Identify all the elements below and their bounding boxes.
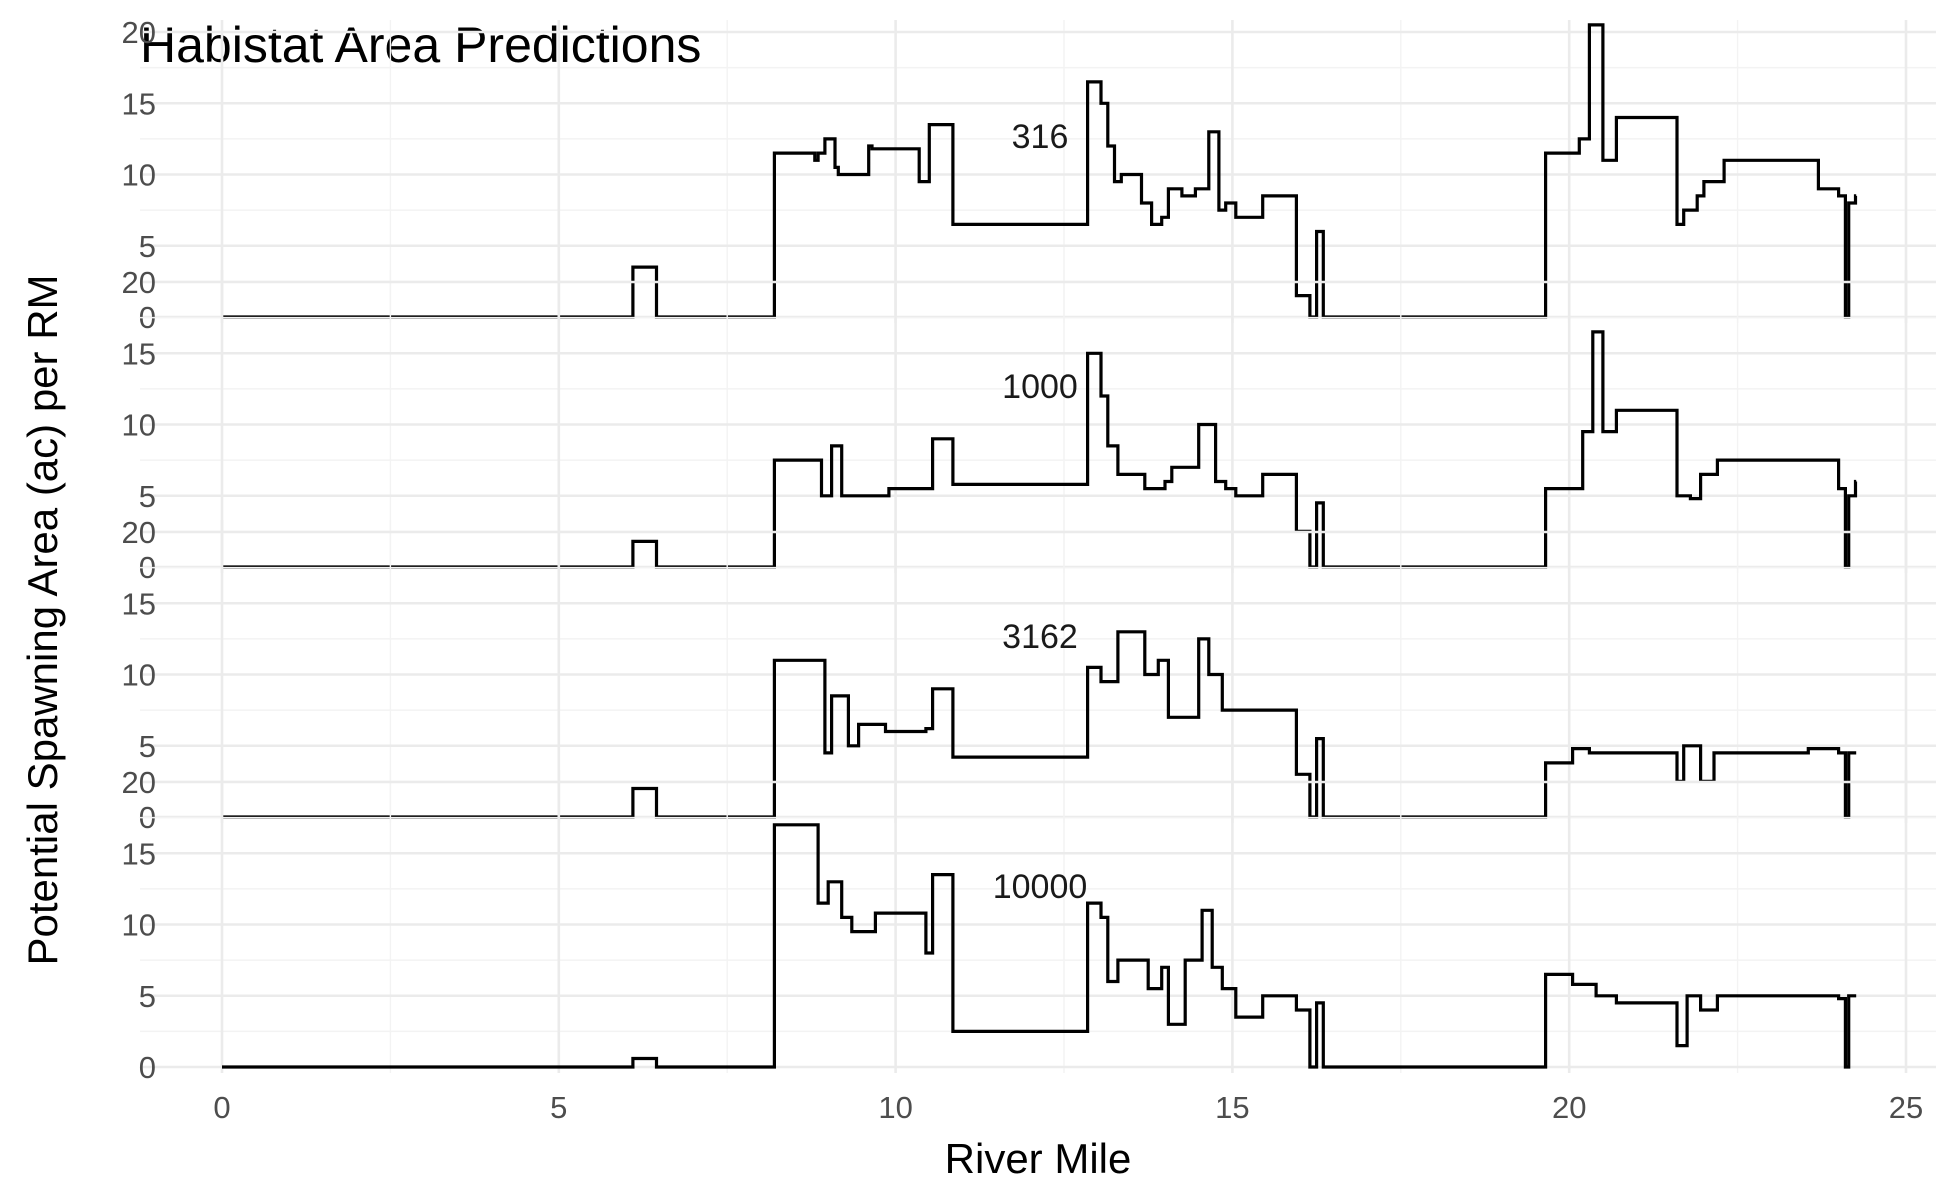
y-tick-label: 15 — [122, 336, 156, 371]
x-axis-title: River Mile — [945, 1135, 1132, 1182]
series-line-10000 — [222, 823, 1857, 1069]
y-tick-label: 10 — [122, 408, 156, 443]
series-line-3162 — [222, 630, 1857, 819]
y-tick-label: 0 — [139, 1050, 156, 1085]
panel-label: 1000 — [1002, 368, 1078, 406]
x-tick-label: 15 — [1215, 1090, 1249, 1125]
x-tick-label: 20 — [1552, 1090, 1586, 1125]
y-tick-label: 5 — [139, 979, 156, 1014]
y-tick-label: 15 — [122, 586, 156, 621]
x-tick-label: 10 — [878, 1090, 912, 1125]
y-tick-label: 20 — [122, 515, 156, 550]
facet-panels: 0510152031605101520100005101520316205101… — [122, 15, 1936, 1085]
y-tick-label: 5 — [139, 229, 156, 264]
x-axis: 0 5 10 15 20 25 — [213, 1090, 1923, 1125]
y-tick-label: 20 — [122, 765, 156, 800]
panel-10000: 0 5 10 15 20 10000 — [122, 765, 1936, 1085]
panel-label: 316 — [1012, 118, 1069, 156]
y-tick-label: 15 — [122, 86, 156, 121]
x-tick-label: 25 — [1889, 1090, 1923, 1125]
series-line-316 — [222, 23, 1858, 319]
y-tick-label: 10 — [122, 908, 156, 943]
y-axis-title: Potential Spawning Area (ac) per RM — [19, 274, 66, 965]
y-tick-label: 10 — [122, 158, 156, 193]
x-tick-label: 0 — [213, 1090, 230, 1125]
y-tick-label: 15 — [122, 836, 156, 871]
chart-title: Habistat Area Predictions — [140, 17, 701, 73]
panel-label: 3162 — [1002, 618, 1078, 656]
y-tick-label: 5 — [139, 729, 156, 764]
y-tick-label: 5 — [139, 479, 156, 514]
y-tick-label: 20 — [122, 15, 156, 50]
y-tick-label: 10 — [122, 658, 156, 693]
y-tick-label: 20 — [122, 265, 156, 300]
x-tick-label: 5 — [550, 1090, 567, 1125]
panel-label: 10000 — [993, 868, 1088, 906]
series-line-1000 — [222, 330, 1858, 569]
